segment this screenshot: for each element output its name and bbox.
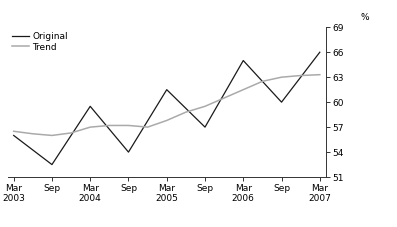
Trend: [241, 88, 246, 91]
Trend: [11, 130, 16, 133]
Trend: [31, 132, 35, 135]
Trend: [107, 124, 112, 127]
Text: %: %: [360, 13, 369, 22]
Trend: [126, 124, 131, 127]
Legend: Original, Trend: Original, Trend: [12, 32, 68, 52]
Line: Original: Original: [13, 52, 320, 165]
Trend: [164, 119, 169, 122]
Original: [279, 101, 284, 104]
Original: [50, 163, 54, 166]
Line: Trend: Trend: [13, 75, 320, 136]
Trend: [50, 134, 54, 137]
Original: [318, 51, 322, 54]
Original: [126, 151, 131, 153]
Trend: [298, 74, 303, 77]
Original: [88, 105, 93, 108]
Trend: [69, 132, 73, 134]
Trend: [222, 97, 227, 99]
Trend: [145, 126, 150, 128]
Trend: [202, 105, 207, 108]
Trend: [88, 126, 93, 128]
Trend: [318, 73, 322, 76]
Trend: [279, 76, 284, 79]
Original: [241, 59, 246, 62]
Trend: [260, 80, 265, 83]
Original: [11, 134, 16, 137]
Original: [202, 126, 207, 128]
Trend: [183, 111, 188, 114]
Original: [164, 88, 169, 91]
